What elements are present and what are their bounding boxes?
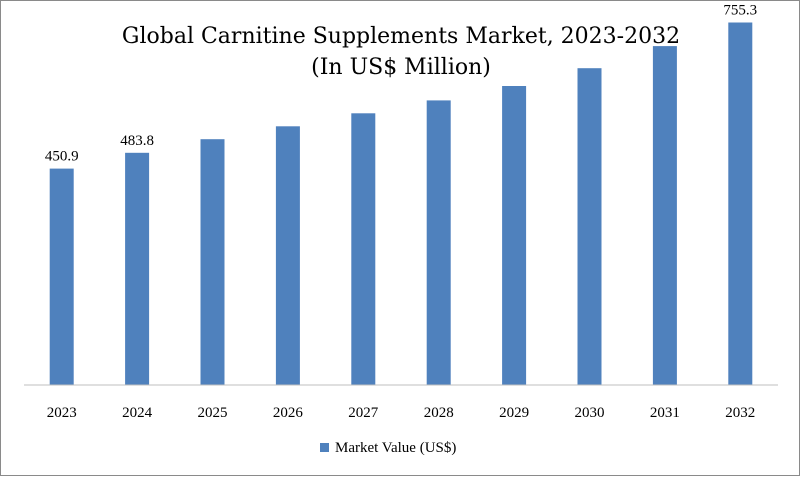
chart-title: Global Carnitine Supplements Market, 202… <box>122 24 680 80</box>
bar-2024 <box>125 152 150 385</box>
x-tick-labels: 2023 2024 2025 2026 2027 2028 2029 2030 2031 2032 <box>47 405 756 421</box>
x-tick-2028: 2028 <box>424 405 454 421</box>
x-tick-2029: 2029 <box>499 405 529 421</box>
chart-title-line-1: Global Carnitine Supplements Market, 202… <box>122 24 680 49</box>
x-tick-2023: 2023 <box>47 405 77 421</box>
x-tick-2032: 2032 <box>725 405 755 421</box>
data-label-2023: 450.9 <box>45 149 79 165</box>
data-labels: 450.9 483.8 755.3 <box>45 3 757 165</box>
bar-2032 <box>728 22 753 385</box>
bar-2025 <box>200 139 225 385</box>
bar-2026 <box>275 126 300 386</box>
data-label-2032: 755.3 <box>723 3 757 19</box>
legend: Market Value (US$) <box>320 440 456 456</box>
x-tick-2031: 2031 <box>650 405 680 421</box>
data-label-2024: 483.8 <box>120 133 154 149</box>
legend-swatch <box>320 443 329 452</box>
legend-label: Market Value (US$) <box>335 440 456 456</box>
bar-2031 <box>652 46 677 385</box>
bar-2029 <box>502 86 527 385</box>
bars <box>49 22 753 386</box>
bar-2028 <box>426 100 451 386</box>
x-tick-2024: 2024 <box>122 405 153 421</box>
chart-title-line-2: (In US$ Million) <box>311 55 491 80</box>
x-tick-2025: 2025 <box>198 405 228 421</box>
x-tick-2026: 2026 <box>273 405 304 421</box>
x-tick-2027: 2027 <box>348 405 379 421</box>
bar-2030 <box>577 68 602 385</box>
x-tick-2030: 2030 <box>575 405 605 421</box>
bar-2027 <box>351 113 376 386</box>
bar-2023 <box>49 168 74 385</box>
